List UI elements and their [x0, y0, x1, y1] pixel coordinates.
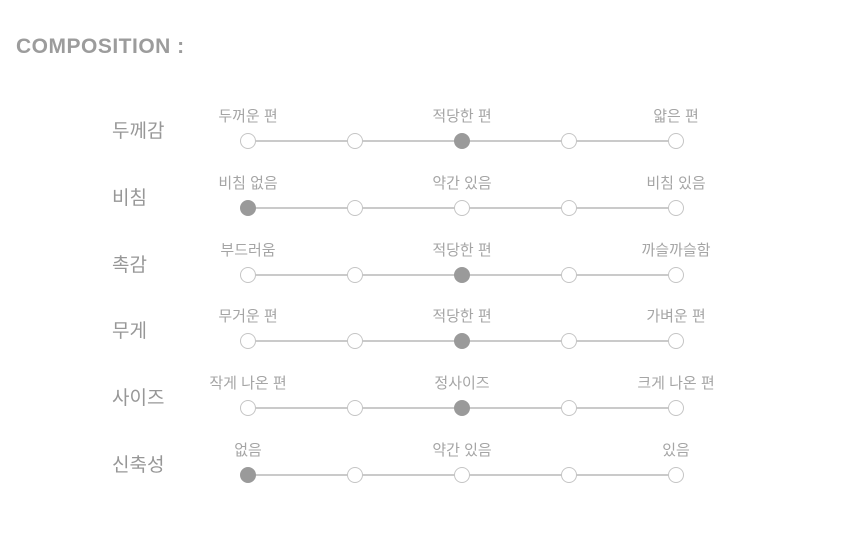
scale-label-low: 없음: [234, 442, 262, 459]
scale-label-mid: 적당한 편: [432, 242, 492, 259]
rating-dot-3: [454, 133, 470, 149]
rating-dot-3: [454, 333, 470, 349]
scale-label-high: 비침 있음: [646, 175, 706, 192]
rating-track: 부드러움 적당한 편 까슬까슬함: [220, 239, 711, 289]
row-label: 무게: [112, 321, 147, 342]
rating-dot-4: [561, 133, 577, 149]
rating-dot-1: [240, 267, 256, 283]
rating-dot-3: [454, 467, 470, 483]
scale-label-low: 작게 나온 편: [209, 375, 287, 392]
scale-label-high: 크게 나온 편: [637, 375, 715, 392]
composition-row-thickness: 두께감 두꺼운 편 적당한 편 얇은 편: [0, 105, 865, 165]
scale-label-low: 부드러움: [220, 242, 276, 259]
rating-dot-1: [240, 333, 256, 349]
scale-label-low: 두꺼운 편: [218, 108, 278, 125]
rating-dot-5: [668, 467, 684, 483]
rating-dot-5: [668, 333, 684, 349]
rating-dot-4: [561, 333, 577, 349]
rating-dot-3: [454, 400, 470, 416]
rating-dot-2: [347, 133, 363, 149]
rating-track: 작게 나온 편 정사이즈 크게 나온 편: [209, 372, 715, 422]
scale-label-mid: 약간 있음: [432, 442, 492, 459]
scale-label-mid: 정사이즈: [434, 375, 490, 392]
composition-row-texture: 촉감 부드러움 적당한 편 까슬까슬함: [0, 239, 865, 299]
rating-dot-3: [454, 200, 470, 216]
scale-label-high: 있음: [662, 442, 690, 459]
scale-label-mid: 약간 있음: [432, 175, 492, 192]
rating-track: 무거운 편 적당한 편 가벼운 편: [218, 305, 706, 355]
rating-dot-4: [561, 400, 577, 416]
composition-row-size: 사이즈 작게 나온 편 정사이즈 크게 나온 편: [0, 372, 865, 432]
rating-dot-2: [347, 200, 363, 216]
rating-dot-1: [240, 400, 256, 416]
rating-dot-4: [561, 267, 577, 283]
scale-label-mid: 적당한 편: [432, 108, 492, 125]
scale-label-mid: 적당한 편: [432, 308, 492, 325]
rating-dots: [240, 200, 684, 216]
rating-track: 비침 없음 약간 있음 비침 있음: [218, 172, 706, 222]
row-label: 사이즈: [112, 388, 165, 409]
rating-dot-4: [561, 467, 577, 483]
rating-dot-2: [347, 267, 363, 283]
rating-dots: [240, 467, 684, 483]
rating-dot-3: [454, 267, 470, 283]
rating-dot-5: [668, 133, 684, 149]
rating-dot-2: [347, 467, 363, 483]
rating-dots: [240, 267, 684, 283]
rating-dot-5: [668, 200, 684, 216]
scale-label-high: 가벼운 편: [646, 308, 706, 325]
rating-dot-1: [240, 133, 256, 149]
rating-dots: [240, 400, 684, 416]
rating-dot-2: [347, 400, 363, 416]
scale-label-low: 비침 없음: [218, 175, 278, 192]
rating-dots: [240, 133, 684, 149]
rating-track: 두꺼운 편 적당한 편 얇은 편: [218, 105, 699, 155]
rating-dot-5: [668, 400, 684, 416]
rating-dots: [240, 333, 684, 349]
row-label: 촉감: [112, 255, 147, 276]
row-label: 비침: [112, 188, 147, 209]
scale-label-low: 무거운 편: [218, 308, 278, 325]
rating-dot-1: [240, 200, 256, 216]
scale-label-high: 까슬까슬함: [641, 242, 711, 259]
row-label: 신축성: [112, 455, 165, 476]
rating-track: 없음 약간 있음 있음: [234, 439, 690, 489]
composition-row-sheerness: 비침 비침 없음 약간 있음 비침 있음: [0, 172, 865, 232]
composition-row-weight: 무게 무거운 편 적당한 편 가벼운 편: [0, 305, 865, 365]
rating-dot-5: [668, 267, 684, 283]
composition-row-elasticity: 신축성 없음 약간 있음 있음: [0, 439, 865, 499]
row-label: 두께감: [112, 121, 165, 142]
scale-label-high: 얇은 편: [653, 108, 699, 125]
rating-dot-4: [561, 200, 577, 216]
rating-dot-1: [240, 467, 256, 483]
rating-dot-2: [347, 333, 363, 349]
page-title: COMPOSITION :: [16, 35, 185, 58]
